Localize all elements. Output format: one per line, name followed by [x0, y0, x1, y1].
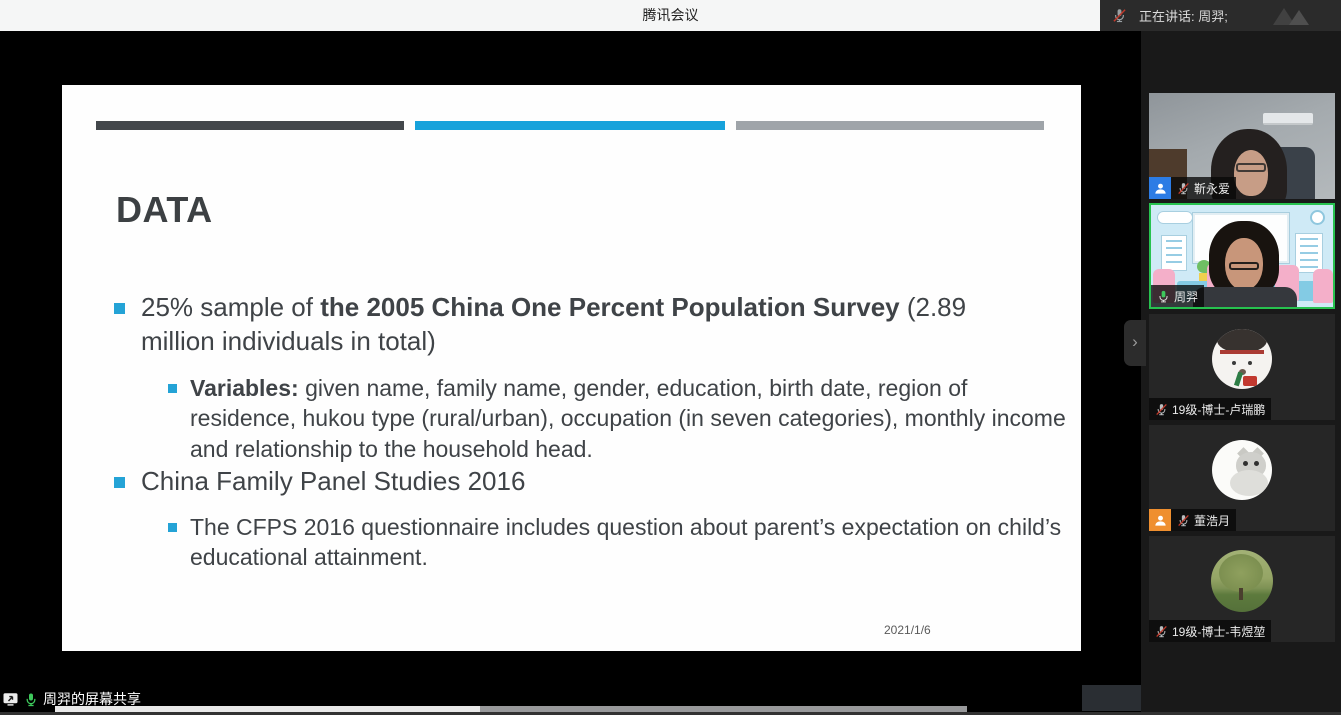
slide-bullet-survey: 25% sample of the 2005 China One Percent… — [114, 291, 1044, 359]
shared-screen-region: DATA 25% sample of the 2005 China One Pe… — [0, 31, 1141, 715]
participant-tile-donghaoyue[interactable]: 董浩月 — [1149, 425, 1335, 531]
user-badge-blue-icon — [1149, 177, 1171, 199]
app-title: 腾讯会议 — [642, 7, 699, 23]
cat-body-shape — [1230, 470, 1268, 496]
participant-tile-jinyongai[interactable]: 靳永爱 — [1149, 93, 1335, 199]
chair-shape — [1313, 269, 1333, 303]
person-face — [1234, 150, 1268, 196]
participants-sidebar: 靳永爱 — [1141, 31, 1341, 715]
slide-bullet-cfps: China Family Panel Studies 2016 — [114, 465, 1044, 499]
slide-accent-bar-blue — [415, 121, 725, 130]
participant-tile-luruipeng[interactable]: 19级-博士-卢瑞鹏 — [1149, 314, 1335, 420]
participant-avatar — [1211, 550, 1273, 612]
screen-share-banner: 周羿的屏幕共享 — [2, 688, 141, 710]
meeting-logo-icon — [1273, 8, 1309, 25]
mic-muted-icon — [1156, 625, 1167, 637]
avatar-eye-shape — [1232, 361, 1236, 365]
speaking-status-bar: 正在讲话: 周羿; — [1100, 0, 1341, 31]
poster-shape — [1161, 235, 1187, 271]
tree-crown-shape — [1219, 554, 1263, 592]
bullet-text: The CFPS 2016 questionnaire includes que… — [190, 514, 1062, 571]
mic-active-icon — [1159, 290, 1168, 302]
slide-accent-bar-gray — [736, 121, 1044, 130]
bullet-square-icon — [168, 384, 177, 393]
air-conditioner-shape — [1263, 113, 1313, 125]
user-badge-orange-icon — [1149, 509, 1171, 531]
tile-footer: 靳永爱 — [1149, 177, 1237, 199]
poster-shape — [1295, 233, 1323, 273]
person-body — [1193, 287, 1297, 307]
participant-avatar — [1212, 329, 1272, 389]
bullet-square-icon — [168, 523, 177, 532]
mic-muted-icon — [1113, 9, 1126, 23]
title-bar: 腾讯会议 正在讲话: 周羿; — [0, 0, 1341, 31]
tree-trunk-shape — [1239, 588, 1243, 600]
speaking-label: 正在讲话: 周羿; — [1139, 9, 1228, 24]
air-conditioner-shape — [1157, 211, 1193, 224]
taskbar-sliver-gray — [480, 706, 967, 713]
chevron-right-icon: › — [1132, 332, 1138, 351]
bullet-text: Variables: given name, family name, gend… — [190, 375, 1066, 462]
avatar-hat-shape — [1217, 329, 1267, 352]
title-bar-light — [0, 0, 1100, 31]
bullet-square-icon — [114, 303, 125, 314]
slide-subbullet-cfps-question: The CFPS 2016 questionnaire includes que… — [168, 512, 1068, 573]
screen-share-icon — [3, 693, 18, 706]
bullet-square-icon — [114, 477, 125, 488]
tile-footer: 周羿 — [1151, 285, 1205, 307]
cat-eye-shape — [1254, 461, 1259, 466]
mic-muted-icon — [1178, 514, 1189, 526]
bullet-text: 25% sample of the 2005 China One Percent… — [141, 292, 967, 356]
taskbar-sliver-slate — [1082, 685, 1141, 711]
sidebar-collapse-button[interactable]: › — [1124, 320, 1146, 366]
slide-date: 2021/1/6 — [884, 623, 931, 637]
participant-name-label: 周羿 — [1151, 285, 1205, 307]
participant-name-label: 19级-博士-卢瑞鹏 — [1149, 398, 1272, 420]
participant-tile-zhouyi[interactable]: 周羿 — [1149, 203, 1335, 309]
cat-eye-shape — [1243, 461, 1248, 466]
plant-pot-shape — [1199, 273, 1209, 281]
avatar-flag-shape — [1243, 376, 1257, 386]
bullet-text: China Family Panel Studies 2016 — [141, 466, 526, 496]
screen-share-label: 周羿的屏幕共享 — [43, 691, 141, 707]
taskbar-sliver-light — [55, 706, 480, 713]
participant-name-label: 靳永爱 — [1171, 177, 1237, 199]
tile-footer: 董浩月 — [1149, 509, 1237, 531]
participant-name-label: 董浩月 — [1171, 509, 1237, 531]
avatar-hat-band-shape — [1220, 350, 1264, 354]
participant-name-label: 19级-博士-韦煜堃 — [1149, 620, 1272, 642]
avatar-eye-shape — [1248, 361, 1252, 365]
mic-active-icon — [26, 693, 36, 706]
glasses-shape — [1236, 163, 1266, 172]
tile-footer: 19级-博士-卢瑞鹏 — [1149, 398, 1272, 420]
bottom-edge-strip — [0, 712, 1341, 715]
participant-tile-weiyukun[interactable]: 19级-博士-韦煜堃 — [1149, 536, 1335, 642]
mic-muted-icon — [1156, 403, 1167, 415]
participant-video — [1151, 205, 1333, 307]
presentation-slide: DATA 25% sample of the 2005 China One Pe… — [62, 85, 1081, 651]
clock-shape — [1310, 210, 1325, 225]
slide-title: DATA — [116, 189, 213, 230]
slide-accent-bar-dark — [96, 121, 404, 130]
mic-muted-icon — [1178, 182, 1189, 194]
glasses-shape — [1229, 262, 1259, 270]
slide-subbullet-variables: Variables: given name, family name, gend… — [168, 373, 1068, 464]
tile-footer: 19级-博士-韦煜堃 — [1149, 620, 1272, 642]
avatar-tie-shape — [1233, 371, 1244, 387]
participant-avatar — [1212, 440, 1272, 500]
